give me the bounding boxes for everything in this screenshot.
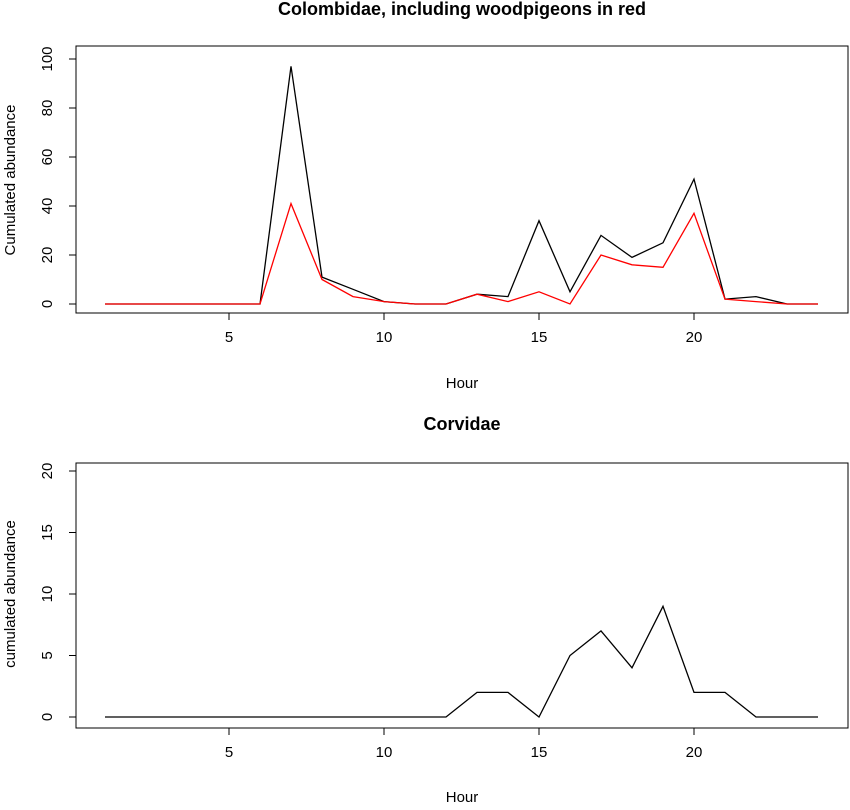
- series-line-black: [105, 66, 818, 305]
- x-tick-label: 20: [686, 744, 703, 761]
- series-lines: [105, 604, 818, 719]
- y-tick-label: 80: [39, 100, 56, 117]
- y-tick-label: 15: [39, 524, 56, 541]
- y-ticks: 0 20 40 60 80 100: [39, 46, 77, 308]
- x-tick-label: 20: [686, 329, 703, 346]
- corvidae-panel: Corvidae 5 10 15 20 0 5 10 15 20 Hour cumulated…: [2, 414, 849, 806]
- series-lines: [105, 66, 818, 305]
- y-tick-label: 20: [39, 463, 56, 480]
- x-tick-label: 15: [531, 329, 548, 346]
- chart-title: Colombidae, including woodpigeons in red: [278, 0, 646, 19]
- x-axis-label: Hour: [446, 375, 479, 392]
- y-tick-label: 0: [39, 300, 56, 308]
- y-tick-label: 5: [39, 651, 56, 659]
- x-tick-label: 10: [376, 744, 393, 761]
- chart-title: Corvidae: [423, 414, 500, 434]
- y-tick-label: 60: [39, 149, 56, 166]
- y-tick-label: 40: [39, 198, 56, 215]
- y-tick-label: 10: [39, 586, 56, 603]
- x-axis-label: Hour: [446, 789, 479, 805]
- y-tick-label: 0: [39, 713, 56, 721]
- y-axis-label: cumulated abundance: [2, 520, 19, 668]
- y-axis-label: Cumulated abundance: [2, 105, 19, 256]
- x-tick-label: 5: [225, 329, 233, 346]
- x-ticks: 5 10 15 20: [225, 312, 703, 346]
- y-tick-label: 100: [39, 46, 56, 71]
- plot-frame: [75, 462, 849, 729]
- y-ticks: 0 5 10 15 20: [39, 463, 77, 721]
- y-tick-label: 20: [39, 247, 56, 264]
- colombidae-panel: Colombidae, including woodpigeons in red…: [2, 0, 849, 392]
- series-line-red: [105, 201, 818, 305]
- x-tick-label: 10: [376, 329, 393, 346]
- x-tick-label: 5: [225, 744, 233, 761]
- plot-frame: [75, 45, 849, 314]
- x-tick-label: 15: [531, 744, 548, 761]
- x-ticks: 5 10 15 20: [225, 727, 703, 761]
- series-line-black: [105, 604, 818, 719]
